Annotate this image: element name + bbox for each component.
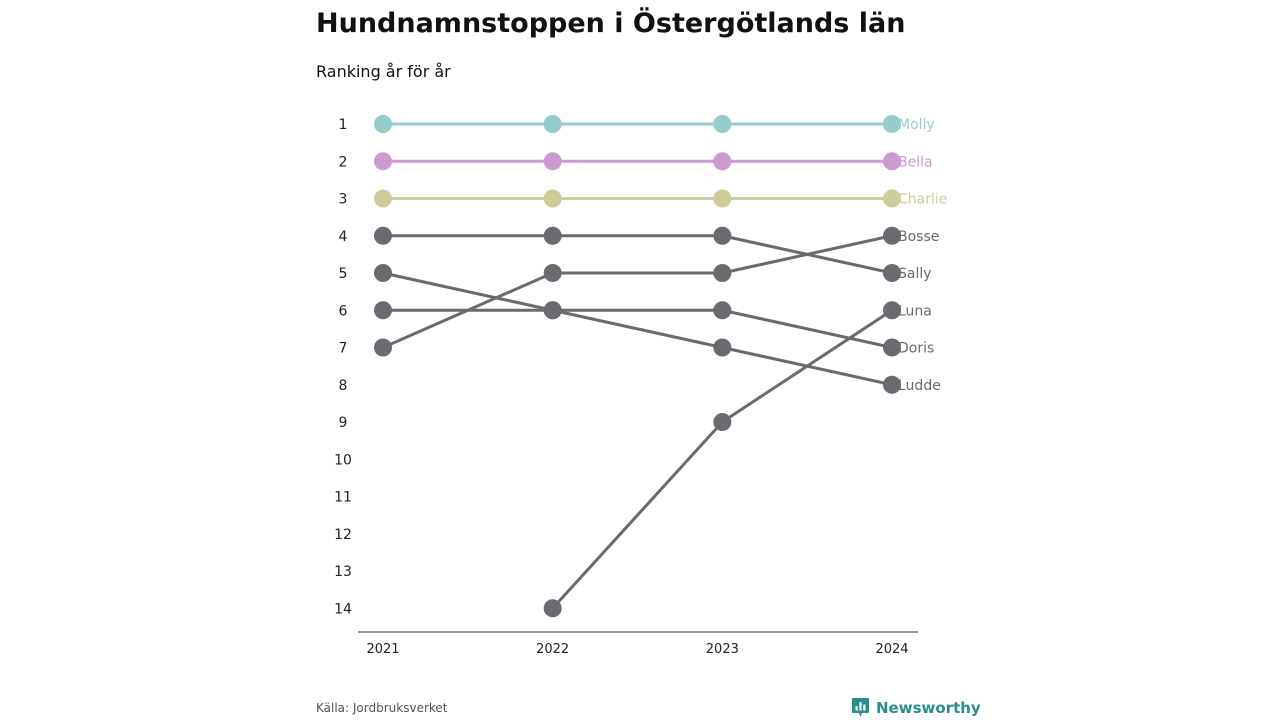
y-tick-label-8: 8 xyxy=(339,378,348,394)
series-label-ludde: Ludde xyxy=(898,378,941,394)
x-tick-label-2022: 2022 xyxy=(536,642,569,657)
brand-name: Newsworthy xyxy=(876,699,981,717)
chart-subtitle: Ranking år för år xyxy=(316,62,451,81)
data-point-bosse-2021 xyxy=(374,338,392,357)
series-label-molly: Molly xyxy=(898,117,935,133)
x-tick-label-2021: 2021 xyxy=(366,642,399,657)
data-point-bosse-2022 xyxy=(543,264,562,282)
y-tick-label-11: 11 xyxy=(334,490,352,506)
y-tick-label-7: 7 xyxy=(339,341,348,357)
y-tick-label-6: 6 xyxy=(339,303,348,319)
series-line-doris xyxy=(383,308,893,349)
data-point-luna-2023 xyxy=(713,413,732,431)
y-tick-label-2: 2 xyxy=(339,154,348,170)
series-label-doris: Doris xyxy=(898,341,934,357)
data-point-charlie-2023 xyxy=(713,189,732,208)
data-point-charlie-2022 xyxy=(543,189,562,208)
data-point-ludde-2022 xyxy=(543,301,562,320)
x-tick-label-2024: 2024 xyxy=(875,642,908,657)
data-point-doris-2023 xyxy=(713,301,732,320)
series-line-sally xyxy=(383,234,893,275)
data-point-molly-2021 xyxy=(374,115,392,133)
series-label-charlie: Charlie xyxy=(898,192,947,208)
data-point-doris-2024 xyxy=(883,338,901,357)
series-label-sally: Sally xyxy=(898,266,932,282)
data-point-bosse-2024 xyxy=(883,226,901,245)
newsworthy-logo-icon xyxy=(852,698,869,717)
newsworthy-brand[interactable]: Newsworthy xyxy=(851,697,981,719)
data-point-molly-2024 xyxy=(883,115,901,133)
series-line-ludde xyxy=(382,271,893,387)
y-tick-label-4: 4 xyxy=(339,229,348,245)
series-label-luna: Luna xyxy=(898,303,932,319)
data-point-ludde-2024 xyxy=(883,375,901,394)
chart-title: Hundnamnstoppen i Östergötlands län xyxy=(316,8,906,39)
data-point-luna-2024 xyxy=(883,301,901,320)
y-tick-label-14: 14 xyxy=(334,601,352,617)
data-point-luna-2022 xyxy=(543,599,562,618)
data-point-molly-2023 xyxy=(713,115,732,133)
y-tick-label-1: 1 xyxy=(339,117,348,133)
data-point-charlie-2024 xyxy=(883,189,901,208)
data-point-ludde-2023 xyxy=(713,338,732,357)
data-point-bella-2023 xyxy=(713,152,732,171)
data-point-charlie-2021 xyxy=(374,189,392,208)
y-tick-label-3: 3 xyxy=(339,192,348,208)
data-point-sally-2024 xyxy=(883,264,901,282)
data-point-molly-2022 xyxy=(543,115,562,133)
source-note: Källa: Jordbruksverket xyxy=(316,701,448,715)
data-point-sally-2023 xyxy=(713,226,732,245)
y-tick-label-12: 12 xyxy=(334,527,352,543)
x-tick-label-2023: 2023 xyxy=(706,642,739,657)
data-point-sally-2021 xyxy=(374,226,392,245)
data-point-bosse-2023 xyxy=(713,264,732,282)
data-point-bella-2021 xyxy=(374,152,392,171)
series-label-bella: Bella xyxy=(898,154,933,170)
data-point-bella-2022 xyxy=(543,152,562,171)
y-tick-label-5: 5 xyxy=(339,266,348,282)
y-tick-label-10: 10 xyxy=(334,452,352,468)
y-tick-label-9: 9 xyxy=(339,415,348,431)
series-label-bosse: Bosse xyxy=(898,229,939,245)
data-point-sally-2022 xyxy=(543,226,562,245)
data-point-bella-2024 xyxy=(883,152,901,171)
data-point-doris-2021 xyxy=(374,301,392,320)
data-point-ludde-2021 xyxy=(374,264,392,282)
y-tick-label-13: 13 xyxy=(334,564,352,580)
